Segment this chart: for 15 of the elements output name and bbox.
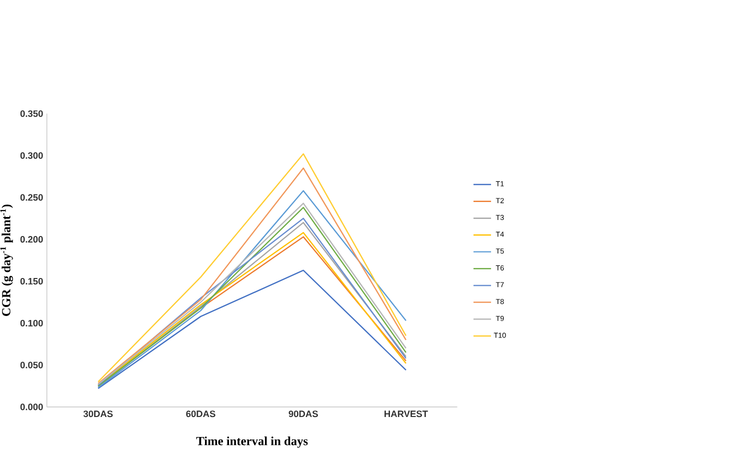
x-tick-label: HARVEST: [384, 410, 428, 418]
y-tick-label: 0.100: [20, 320, 43, 326]
y-tick-label: 0.300: [20, 152, 43, 159]
y-tick-label: 0.050: [20, 362, 43, 368]
line-series: [98, 270, 407, 390]
y-tick-label: 0.250: [20, 194, 43, 201]
y-tick-label: 0.000: [20, 404, 43, 410]
x-axis-title: Time interval in days: [196, 436, 308, 448]
x-tick-label: 90DAS: [288, 410, 318, 418]
y-tick-label: 0.150: [20, 278, 43, 284]
y-tick-label: 0.200: [20, 236, 43, 243]
x-tick-label: 30DAS: [83, 410, 113, 418]
y-axis-title: CGR (g day$^{-1}$ plant$^{-1}$): [0, 204, 13, 316]
x-tick-label: 60DAS: [186, 410, 216, 418]
y-tick-label: 0.350: [20, 110, 43, 117]
